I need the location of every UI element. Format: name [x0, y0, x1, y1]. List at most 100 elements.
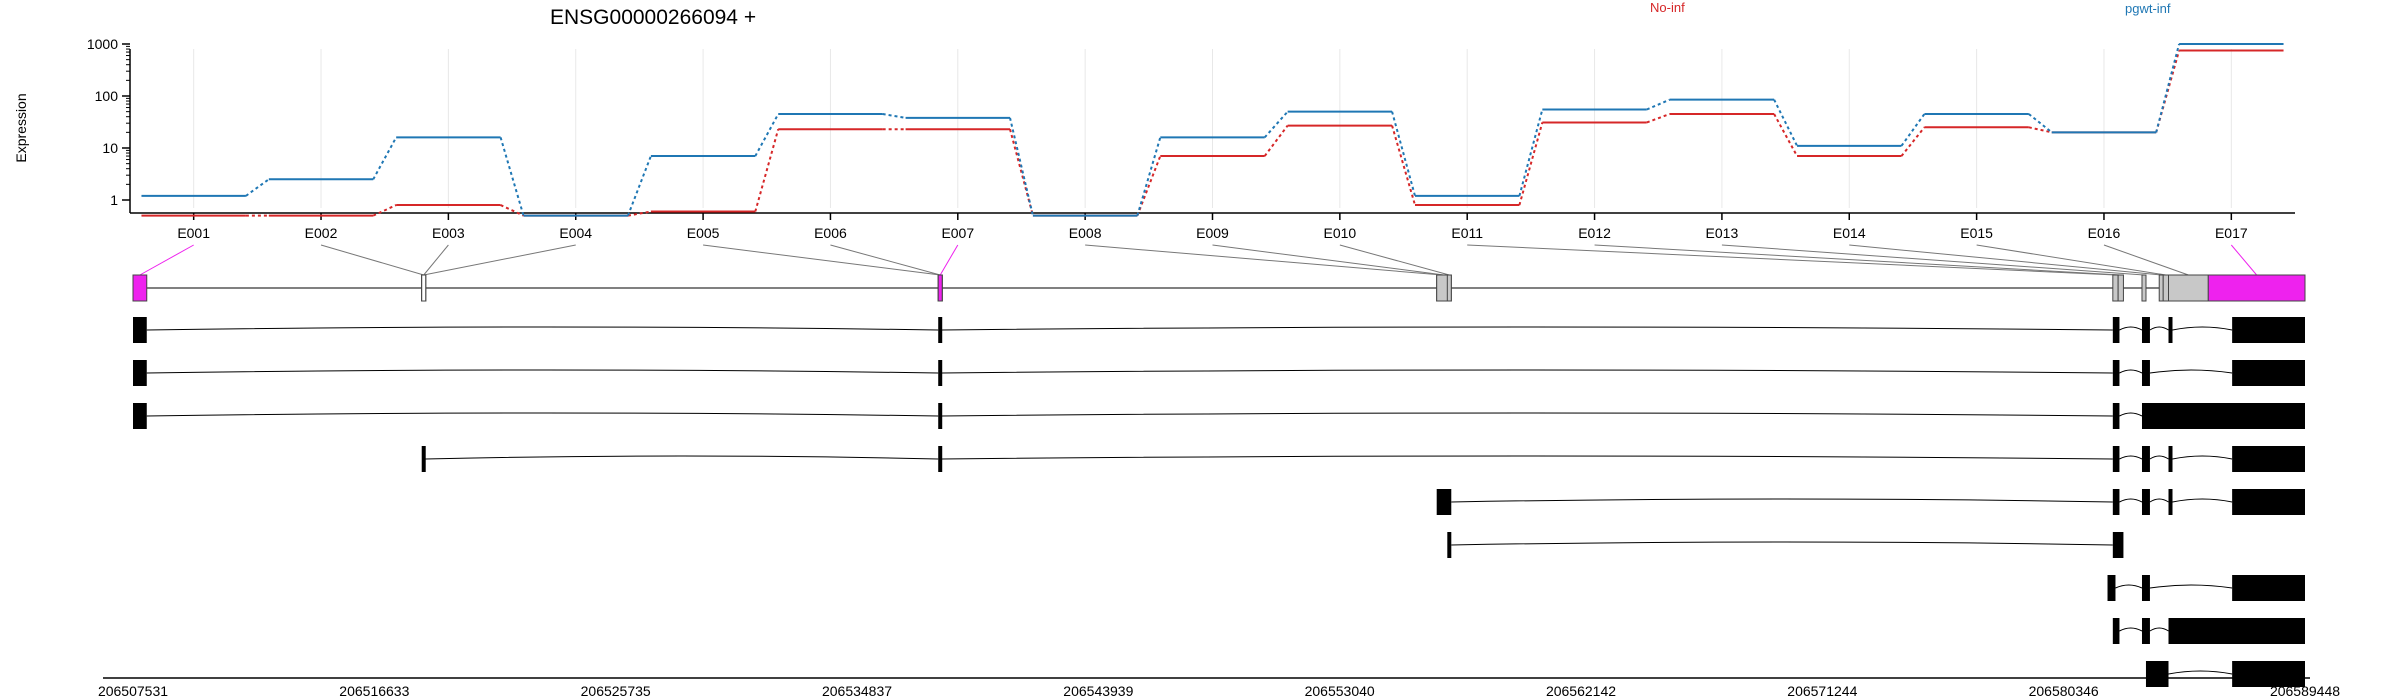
- transcript-intron: [941, 326, 2113, 331]
- gene-model-exon: [421, 274, 427, 302]
- exon-connector: [939, 244, 959, 276]
- transcript-intron: [146, 326, 939, 331]
- series-connector: [1009, 117, 1034, 216]
- transcript-intron: [2119, 412, 2143, 417]
- exon-connector: [703, 244, 941, 276]
- series-pgwt-inf: [141, 43, 2284, 217]
- exon-connector: [1467, 244, 2116, 276]
- exon-tick-label: E004: [559, 225, 592, 241]
- transcript-exon: [2232, 446, 2305, 472]
- gene-model-exon: [1446, 274, 1452, 302]
- gene-model-exon: [2207, 274, 2306, 302]
- series-connector: [754, 113, 780, 157]
- transcript-intron: [1451, 541, 2113, 546]
- series-connector: [1391, 111, 1416, 197]
- legend-pgwt-inf: pgwt-inf: [2125, 1, 2171, 16]
- series-connector: [1900, 113, 1926, 147]
- transcript-intron: [146, 369, 939, 374]
- transcript-intron: [2149, 627, 2169, 632]
- transcript-exon: [2141, 317, 2150, 343]
- series-connector: [1009, 128, 1034, 216]
- transcript: [1447, 532, 2124, 558]
- exon-connector: [1212, 244, 1445, 276]
- gene-model-exon: [132, 274, 148, 302]
- exon-tick-label: E010: [1324, 225, 1357, 241]
- transcript-exon: [421, 446, 426, 472]
- transcript-exon: [938, 317, 943, 343]
- genomic-tick-label: 206534837: [822, 683, 892, 699]
- transcript-intron: [941, 455, 2113, 460]
- transcript-exon: [2168, 489, 2173, 515]
- transcript-exon: [2168, 317, 2173, 343]
- transcript-exon: [2112, 489, 2120, 515]
- series-connector: [499, 137, 525, 216]
- series-connector: [500, 204, 524, 217]
- gene-model-exon: [2158, 274, 2164, 302]
- series-connector: [245, 178, 270, 197]
- transcript-exon: [133, 403, 147, 429]
- transcript-exon: [2145, 661, 2169, 687]
- series-connector: [1646, 98, 1671, 111]
- exon-tick-label: E013: [1706, 225, 1739, 241]
- exon-tick-label: E002: [305, 225, 338, 241]
- gene-model: [132, 274, 2306, 302]
- y-tick-label: 1000: [87, 36, 118, 52]
- series-connector: [2028, 126, 2052, 134]
- exon-connector: [1976, 244, 2166, 276]
- series-connector: [2155, 43, 2181, 133]
- transcript-intron: [2149, 326, 2169, 331]
- transcript-intron: [2172, 326, 2233, 331]
- genomic-tick-label: 206507531: [98, 683, 168, 699]
- gene-model-exon: [2141, 274, 2147, 302]
- exon-tick-label: E014: [1833, 225, 1866, 241]
- transcript-exon: [2141, 446, 2150, 472]
- transcript-exon: [2168, 446, 2173, 472]
- transcript-intron: [2149, 455, 2169, 460]
- series-connector: [1646, 113, 1671, 124]
- exon-tick-label: E015: [1960, 225, 1993, 241]
- genomic-tick-label: 206516633: [339, 683, 409, 699]
- transcript-exon: [2112, 532, 2124, 558]
- series-connector: [882, 113, 906, 119]
- series-connector: [1263, 110, 1289, 139]
- transcript-intron: [2119, 326, 2143, 331]
- series-lines: [141, 43, 2284, 217]
- series-connector: [627, 155, 652, 217]
- exon-tick-label: E003: [432, 225, 465, 241]
- transcript-exon: [1436, 489, 1452, 515]
- transcript-exon: [938, 446, 943, 472]
- exon-tick-label: E016: [2088, 225, 2121, 241]
- transcript-exon: [133, 360, 147, 386]
- transcript-intron: [2119, 455, 2143, 460]
- exon-connector: [1849, 244, 2162, 276]
- transcript: [133, 403, 2305, 429]
- chart-title: ENSG00000266094 +: [550, 6, 756, 29]
- gene-model-exon: [2117, 274, 2124, 302]
- transcript-exon: [2112, 403, 2120, 429]
- exon-axis: E001 E002 E003 E004 E005 E006 E007 E008 E009 E010…: [130, 212, 2295, 241]
- transcript-intron: [941, 412, 2113, 417]
- genomic-axis: 206507531 206516633 206525735 206534837 2065…: [98, 677, 2340, 699]
- transcript-exon: [2112, 446, 2120, 472]
- series-connector: [1391, 125, 1416, 206]
- series-connector: [372, 204, 397, 217]
- y-tick-label: 100: [95, 88, 119, 104]
- transcript-intron: [2168, 670, 2233, 675]
- transcript-exon: [938, 360, 943, 386]
- transcript-exon: [1447, 532, 1452, 558]
- y-axis-label: Expression: [13, 93, 29, 162]
- transcript-intron: [2149, 369, 2233, 374]
- transcript-exon: [2141, 360, 2150, 386]
- transcript-exon: [2232, 661, 2305, 687]
- genomic-tick-label: 206589448: [2270, 683, 2340, 699]
- transcript-intron: [2119, 369, 2143, 374]
- exon-connector: [1721, 244, 2145, 276]
- series-connector: [1518, 109, 1544, 197]
- transcript-intron: [2119, 498, 2143, 503]
- y-tick-label: 1: [110, 192, 118, 208]
- transcript-exon: [2141, 618, 2150, 644]
- transcript: [133, 317, 2305, 343]
- gene-title: ENSG00000266094 +: [550, 6, 756, 29]
- series-connector: [2028, 113, 2053, 134]
